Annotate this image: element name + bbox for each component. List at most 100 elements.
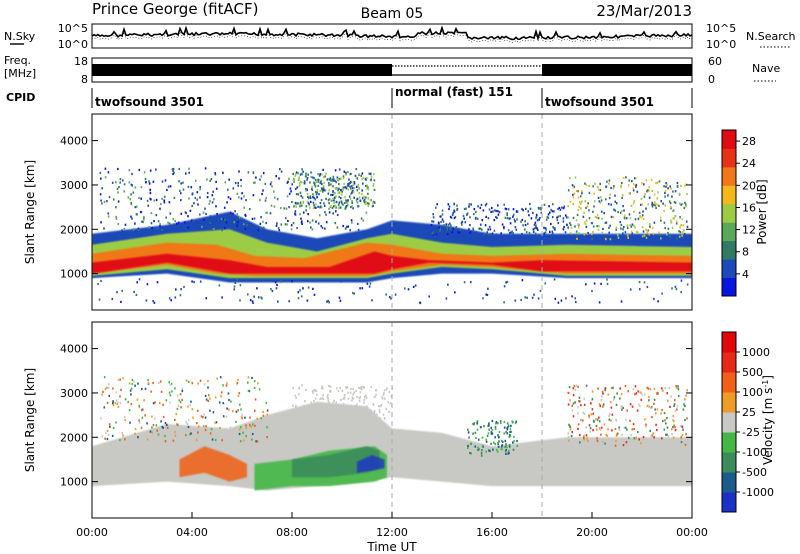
power-speck-859	[539, 206, 542, 210]
power-speck-528	[367, 186, 369, 189]
power-speck-361	[314, 198, 317, 201]
power-speck-1367	[675, 288, 678, 291]
velocity-speck-669	[624, 385, 627, 388]
velocity-speck-837	[615, 418, 617, 421]
power-speck-208	[209, 215, 212, 218]
power-speck-547	[345, 173, 347, 176]
power-speck-132	[363, 200, 365, 203]
velocity-speck-667	[666, 416, 668, 420]
power-speck-1027	[587, 231, 589, 235]
velocity-speck-303	[343, 406, 345, 409]
power-speck-202	[349, 229, 351, 232]
velocity-speck-178	[112, 402, 114, 405]
power-speck-1352	[145, 299, 148, 302]
velocity-speck-545	[508, 445, 511, 448]
power-speck-1253	[445, 297, 448, 300]
power-speck-268	[260, 175, 263, 178]
power-speck-550	[364, 201, 366, 204]
power-speck-1197	[623, 209, 625, 212]
velocity-speck-45	[108, 394, 111, 397]
power-speck-286	[108, 195, 111, 199]
velocity-speck-287	[349, 415, 351, 418]
power-speck-1213	[598, 188, 600, 191]
velocity-speck-180	[112, 400, 114, 403]
velocity-speck-4	[124, 438, 126, 441]
velocity-speck-546	[492, 448, 494, 451]
power-speck-368	[206, 196, 209, 199]
power-speck-1371	[175, 288, 177, 291]
power-speck-972	[658, 180, 661, 183]
power-speck-1270	[191, 280, 193, 283]
velocity-speck-228	[156, 429, 158, 432]
power-speck-304	[291, 201, 293, 204]
power-speck-1070	[567, 216, 570, 219]
power-speck-782	[533, 223, 536, 226]
power-speck-472	[367, 188, 370, 191]
power-speck-819	[535, 224, 537, 227]
power-speck-98	[211, 228, 214, 231]
power-speck-1248	[606, 278, 608, 281]
power-speck-377	[100, 221, 102, 224]
velocity-speck-346	[352, 419, 355, 422]
velocity-speck-617	[674, 429, 677, 432]
velocity-speck-701	[663, 428, 666, 431]
velocity-speck-266	[342, 405, 344, 408]
velocity-speck-609	[665, 433, 667, 436]
velocity-speck-809	[614, 427, 617, 431]
velocity-speck-584	[610, 419, 612, 422]
power-speck-1240	[503, 285, 506, 288]
power-speck-1030	[574, 176, 577, 179]
power-speck-666	[319, 189, 322, 192]
power-speck-507	[324, 189, 326, 192]
velocity-speck-124	[188, 419, 190, 422]
power-speck-338	[355, 185, 358, 188]
velocity-speck-362	[383, 416, 386, 420]
power-speck-1008	[592, 185, 594, 188]
velocity-speck-41	[166, 426, 169, 429]
power-speck-762	[456, 204, 458, 207]
freq-label-line2: [MHz]	[4, 67, 36, 80]
power-speck-535	[335, 195, 337, 198]
power-speck-572	[305, 172, 307, 175]
velocity-speck-234	[203, 383, 206, 386]
velocity-speck-201	[252, 423, 254, 426]
velocity-speck-364	[321, 387, 323, 390]
power-speck-87	[255, 176, 257, 179]
power-speck-675	[372, 185, 375, 188]
power-speck-372	[180, 212, 183, 215]
power-speck-471	[348, 195, 351, 198]
velocity-speck-759	[608, 413, 611, 416]
power-speck-751	[527, 222, 529, 225]
power-speck-147	[209, 179, 211, 182]
power-speck-314	[127, 196, 130, 199]
velocity-speck-825	[567, 432, 569, 435]
velocity-speck-247	[195, 438, 198, 441]
power-speck-1295	[639, 288, 641, 291]
velocity-speck-424	[306, 411, 309, 414]
power-speck-1255	[575, 300, 577, 304]
power-speck-1087	[580, 207, 582, 210]
power-speck-271	[238, 196, 240, 199]
power-speck-1286	[505, 281, 507, 284]
power-speck-395	[137, 228, 140, 232]
velocity-speck-582	[621, 408, 623, 411]
velocity-speck-336	[360, 386, 362, 389]
power-speck-69	[262, 220, 264, 223]
power-speck-1358	[247, 293, 249, 296]
velocity-speck-632	[615, 439, 617, 443]
power-speck-680	[498, 211, 501, 214]
power-speck-1149	[631, 223, 634, 226]
power-speck-231	[199, 196, 201, 199]
power-speck-1280	[404, 287, 406, 290]
power-speck-99	[317, 173, 319, 176]
power-speck-443	[334, 206, 337, 209]
power-speck-424	[300, 180, 302, 183]
velocity-speck-148	[200, 415, 203, 418]
power-ylabel: Slant Range [km]	[23, 160, 37, 264]
velocity-speck-516	[513, 435, 515, 438]
power-speck-75	[103, 200, 106, 203]
velocity-speck-640	[667, 399, 669, 402]
power-speck-496	[318, 174, 321, 177]
power-speck-1151	[662, 202, 664, 205]
power-speck-511	[315, 203, 317, 206]
